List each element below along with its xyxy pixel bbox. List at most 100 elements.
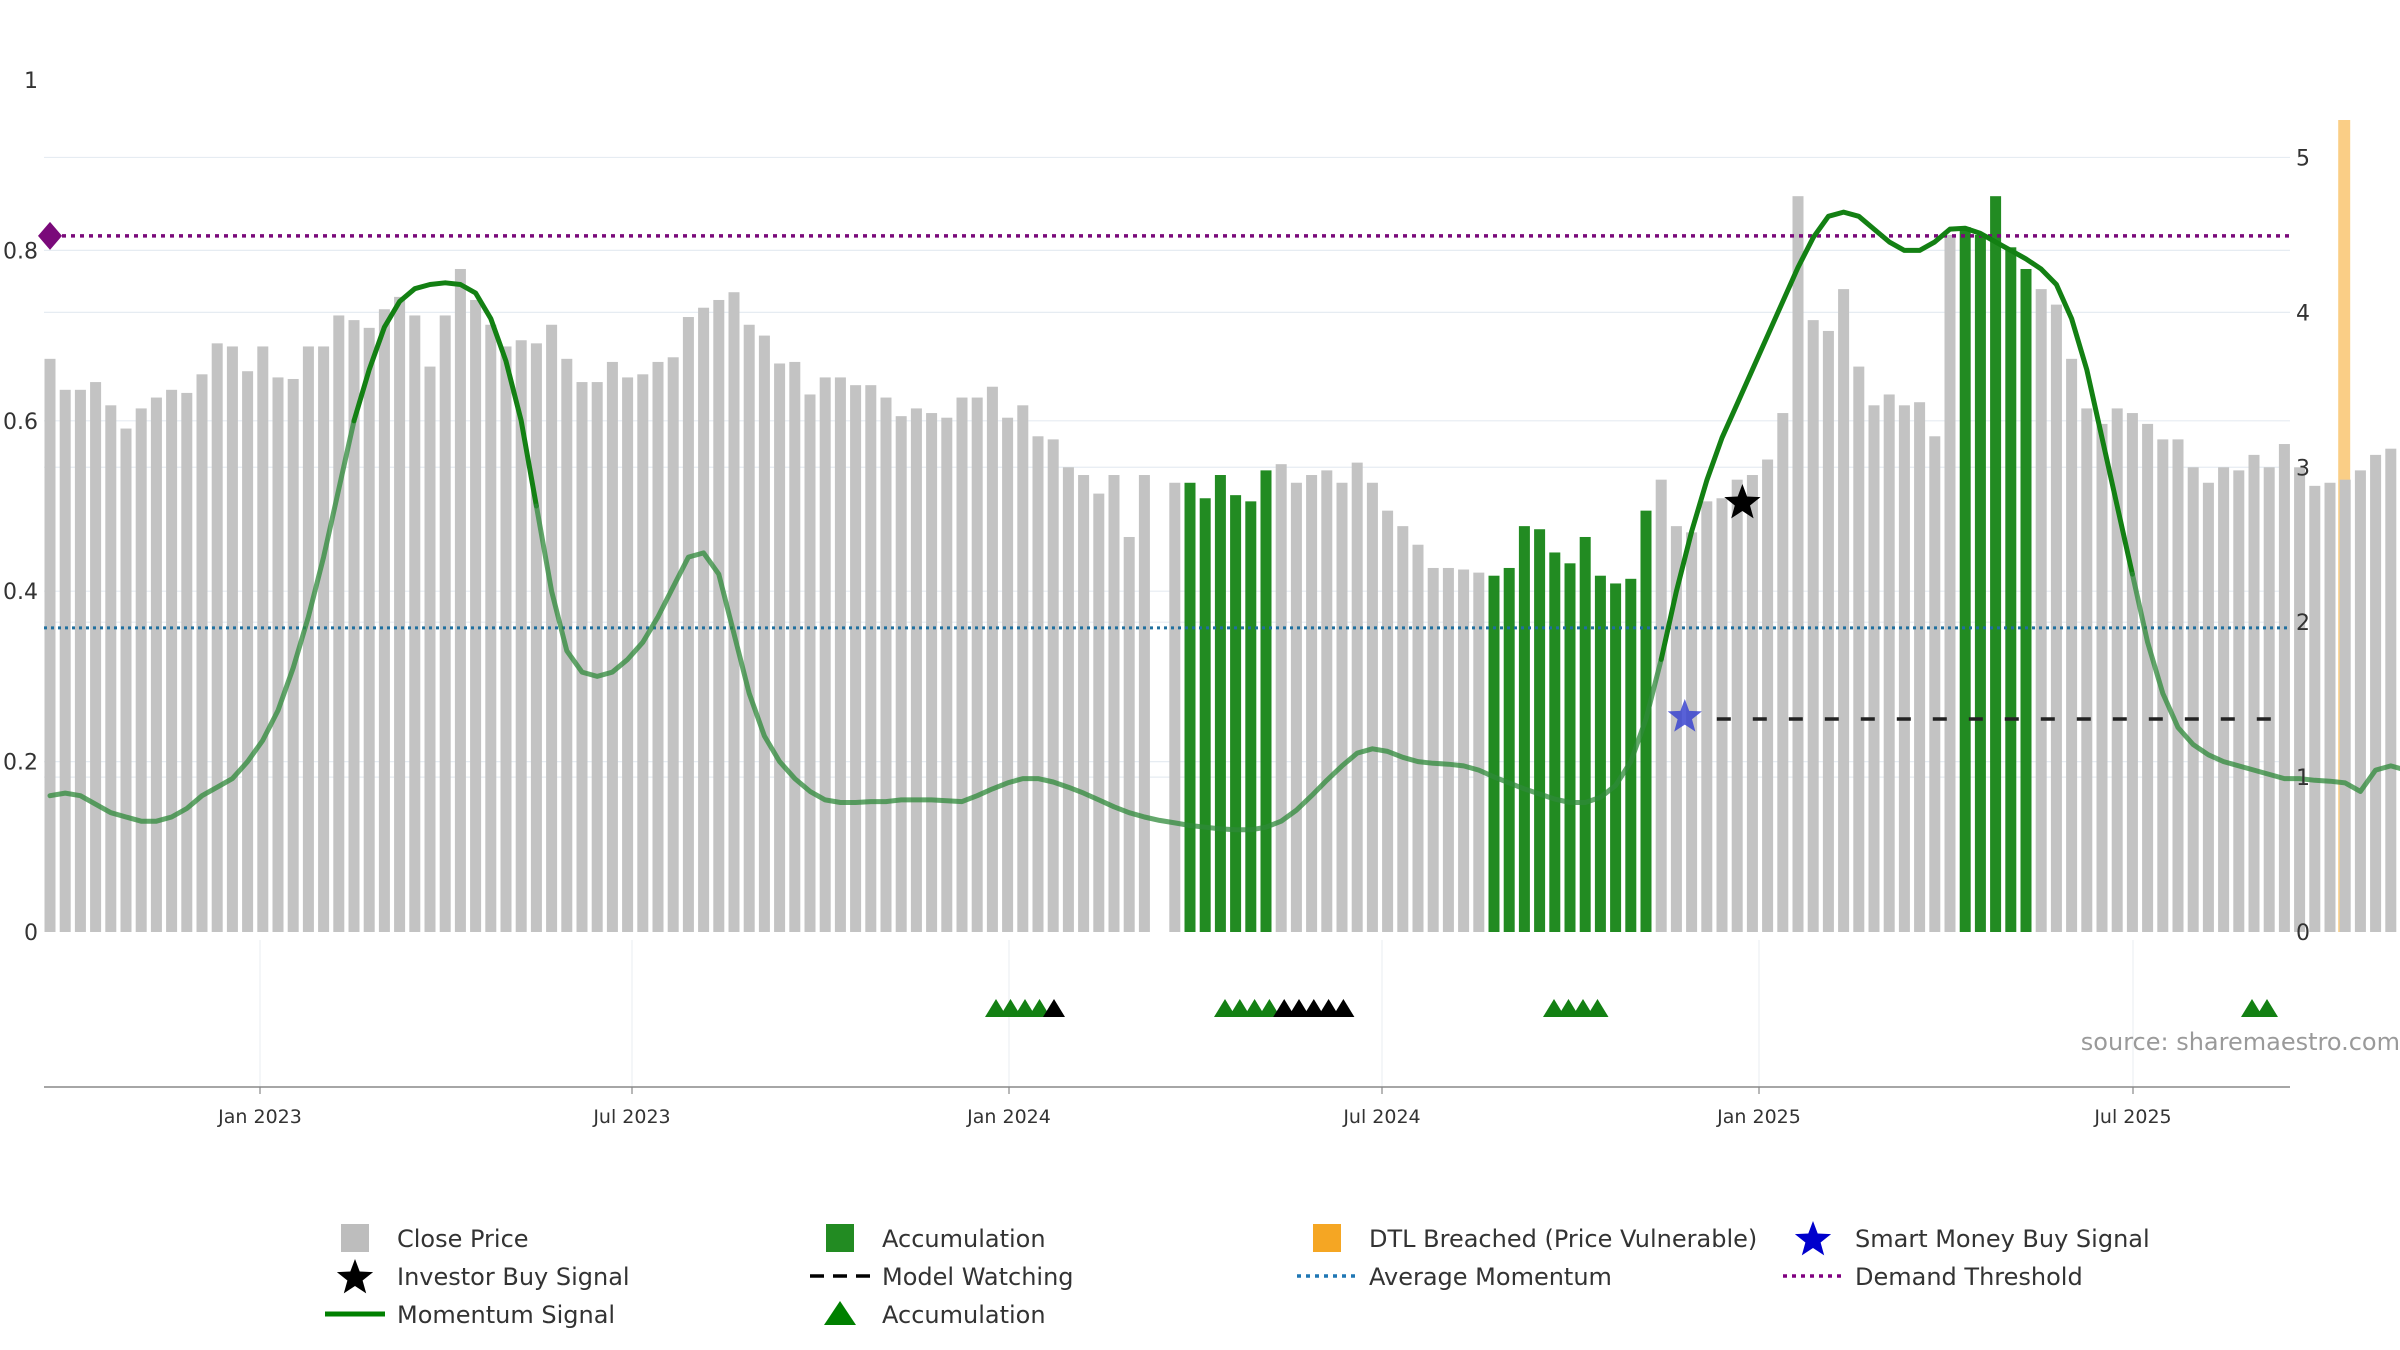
close-price-bar bbox=[1898, 405, 1910, 932]
close-price-bar bbox=[1427, 567, 1439, 932]
momentum-signal-segment bbox=[47, 418, 357, 824]
close-price-bar bbox=[1838, 289, 1850, 932]
legend-item: Average Momentum bbox=[1297, 1263, 1612, 1291]
x-tick-label: Jul 2025 bbox=[2093, 1106, 2171, 1128]
legend-label: Model Watching bbox=[882, 1263, 1074, 1291]
close-price-bar bbox=[424, 366, 436, 933]
legend-label: Accumulation bbox=[882, 1225, 1046, 1253]
close-price-bar bbox=[591, 382, 603, 932]
close-price-bar bbox=[941, 417, 953, 933]
close-price-bar bbox=[1138, 475, 1150, 932]
reference-lines bbox=[38, 221, 2290, 721]
accumulation-bar bbox=[1579, 536, 1591, 932]
accumulation-bar bbox=[1610, 583, 1622, 932]
accumulation-bar bbox=[1214, 475, 1226, 932]
close-price-bar bbox=[576, 382, 588, 932]
accumulation-bar bbox=[1518, 526, 1530, 932]
close-price-bar bbox=[333, 315, 345, 933]
accumulation-triangles bbox=[985, 999, 2278, 1017]
close-price-bar bbox=[637, 374, 649, 932]
close-price-bar bbox=[546, 324, 558, 933]
close-price-bar bbox=[2126, 413, 2138, 932]
close-price-bar bbox=[470, 299, 482, 932]
momentum-signal-segment bbox=[1658, 209, 2135, 662]
close-price-bar bbox=[1777, 413, 1789, 932]
close-price-bar bbox=[318, 346, 330, 933]
close-price-bar bbox=[196, 374, 208, 932]
close-price-bar bbox=[485, 324, 497, 933]
accumulation-triangle bbox=[1302, 999, 1325, 1017]
left-tick-label: 0 bbox=[24, 921, 38, 946]
close-price-bar bbox=[819, 377, 831, 933]
accumulation-triangle bbox=[1014, 999, 1036, 1017]
legend-label: Average Momentum bbox=[1369, 1263, 1612, 1291]
close-price-bar bbox=[1108, 475, 1120, 932]
right-tick-label: 4 bbox=[2296, 301, 2310, 326]
x-tick-label: Jan 2025 bbox=[1716, 1106, 1801, 1128]
legend-item: DTL Breached (Price Vulnerable) bbox=[1313, 1224, 1757, 1253]
accumulation-bar bbox=[1549, 552, 1561, 932]
right-tick-label: 2 bbox=[2296, 611, 2310, 636]
close-price-bar bbox=[1883, 394, 1895, 932]
left-tick-label: 0.6 bbox=[3, 410, 38, 435]
legend-item: Momentum Signal bbox=[325, 1301, 615, 1329]
close-price-bar bbox=[211, 343, 223, 932]
legend-star bbox=[336, 1259, 374, 1294]
close-price-bar bbox=[439, 315, 451, 933]
smart-money-buy-star bbox=[1667, 699, 1702, 732]
left-tick-label: 0.8 bbox=[3, 239, 38, 264]
accumulation-triangle bbox=[1028, 999, 1051, 1017]
close-price-bar bbox=[2202, 482, 2214, 932]
close-price-bar bbox=[1047, 439, 1059, 932]
x-tick-label: Jul 2023 bbox=[592, 1106, 670, 1128]
close-price-bar bbox=[150, 397, 162, 933]
close-price-bar bbox=[1473, 572, 1485, 932]
close-price-bar bbox=[713, 299, 725, 932]
accumulation-triangle bbox=[1258, 999, 1281, 1017]
close-price-bar bbox=[667, 357, 679, 933]
close-price-bar bbox=[287, 378, 299, 932]
close-price-bar bbox=[2187, 467, 2199, 932]
accumulation-triangle bbox=[1557, 999, 1580, 1017]
close-price-bar bbox=[774, 363, 786, 932]
close-price-bar bbox=[2278, 444, 2290, 932]
close-price-bar bbox=[1655, 479, 1667, 932]
accumulation-bar bbox=[1503, 567, 1515, 932]
close-price-bar bbox=[1062, 467, 1074, 932]
close-price-bar bbox=[2324, 482, 2336, 932]
close-price-bar bbox=[44, 358, 56, 932]
close-price-bar bbox=[1017, 405, 1029, 932]
close-price-bar bbox=[1853, 366, 1865, 933]
close-price-bar bbox=[986, 386, 998, 933]
close-price-bar bbox=[515, 340, 527, 932]
legend-star bbox=[1794, 1221, 1832, 1256]
legend-label: Close Price bbox=[397, 1225, 529, 1253]
close-price-bar bbox=[2339, 479, 2351, 932]
close-price-bar bbox=[226, 346, 238, 933]
close-price-bar bbox=[302, 346, 314, 933]
close-price-bar bbox=[910, 408, 922, 932]
accumulation-bar bbox=[1230, 495, 1242, 932]
accumulation-triangle bbox=[1228, 999, 1251, 1017]
close-price-bar bbox=[2111, 408, 2123, 932]
legend-item: Demand Threshold bbox=[1783, 1263, 2083, 1291]
accumulation-triangle bbox=[2241, 999, 2263, 1017]
legend-label: Investor Buy Signal bbox=[397, 1263, 630, 1291]
accumulation-triangle bbox=[999, 999, 1022, 1017]
legend-item: Accumulation bbox=[824, 1301, 1046, 1329]
close-price-bar bbox=[1822, 330, 1834, 932]
close-price-bar bbox=[606, 361, 618, 932]
demand-threshold-marker bbox=[38, 221, 62, 250]
close-price-bar bbox=[758, 335, 770, 933]
legend-label: Smart Money Buy Signal bbox=[1855, 1225, 2150, 1253]
close-price-bar bbox=[363, 327, 375, 932]
close-price-bar bbox=[850, 385, 862, 932]
right-tick-label: 0 bbox=[2296, 921, 2310, 946]
x-tick-label: Jan 2024 bbox=[966, 1106, 1051, 1128]
accumulation-triangle bbox=[1543, 999, 1565, 1017]
close-price-bar bbox=[728, 292, 740, 932]
close-price-bar bbox=[743, 324, 755, 933]
close-price-bar bbox=[834, 377, 846, 933]
close-price-bar bbox=[272, 377, 284, 933]
